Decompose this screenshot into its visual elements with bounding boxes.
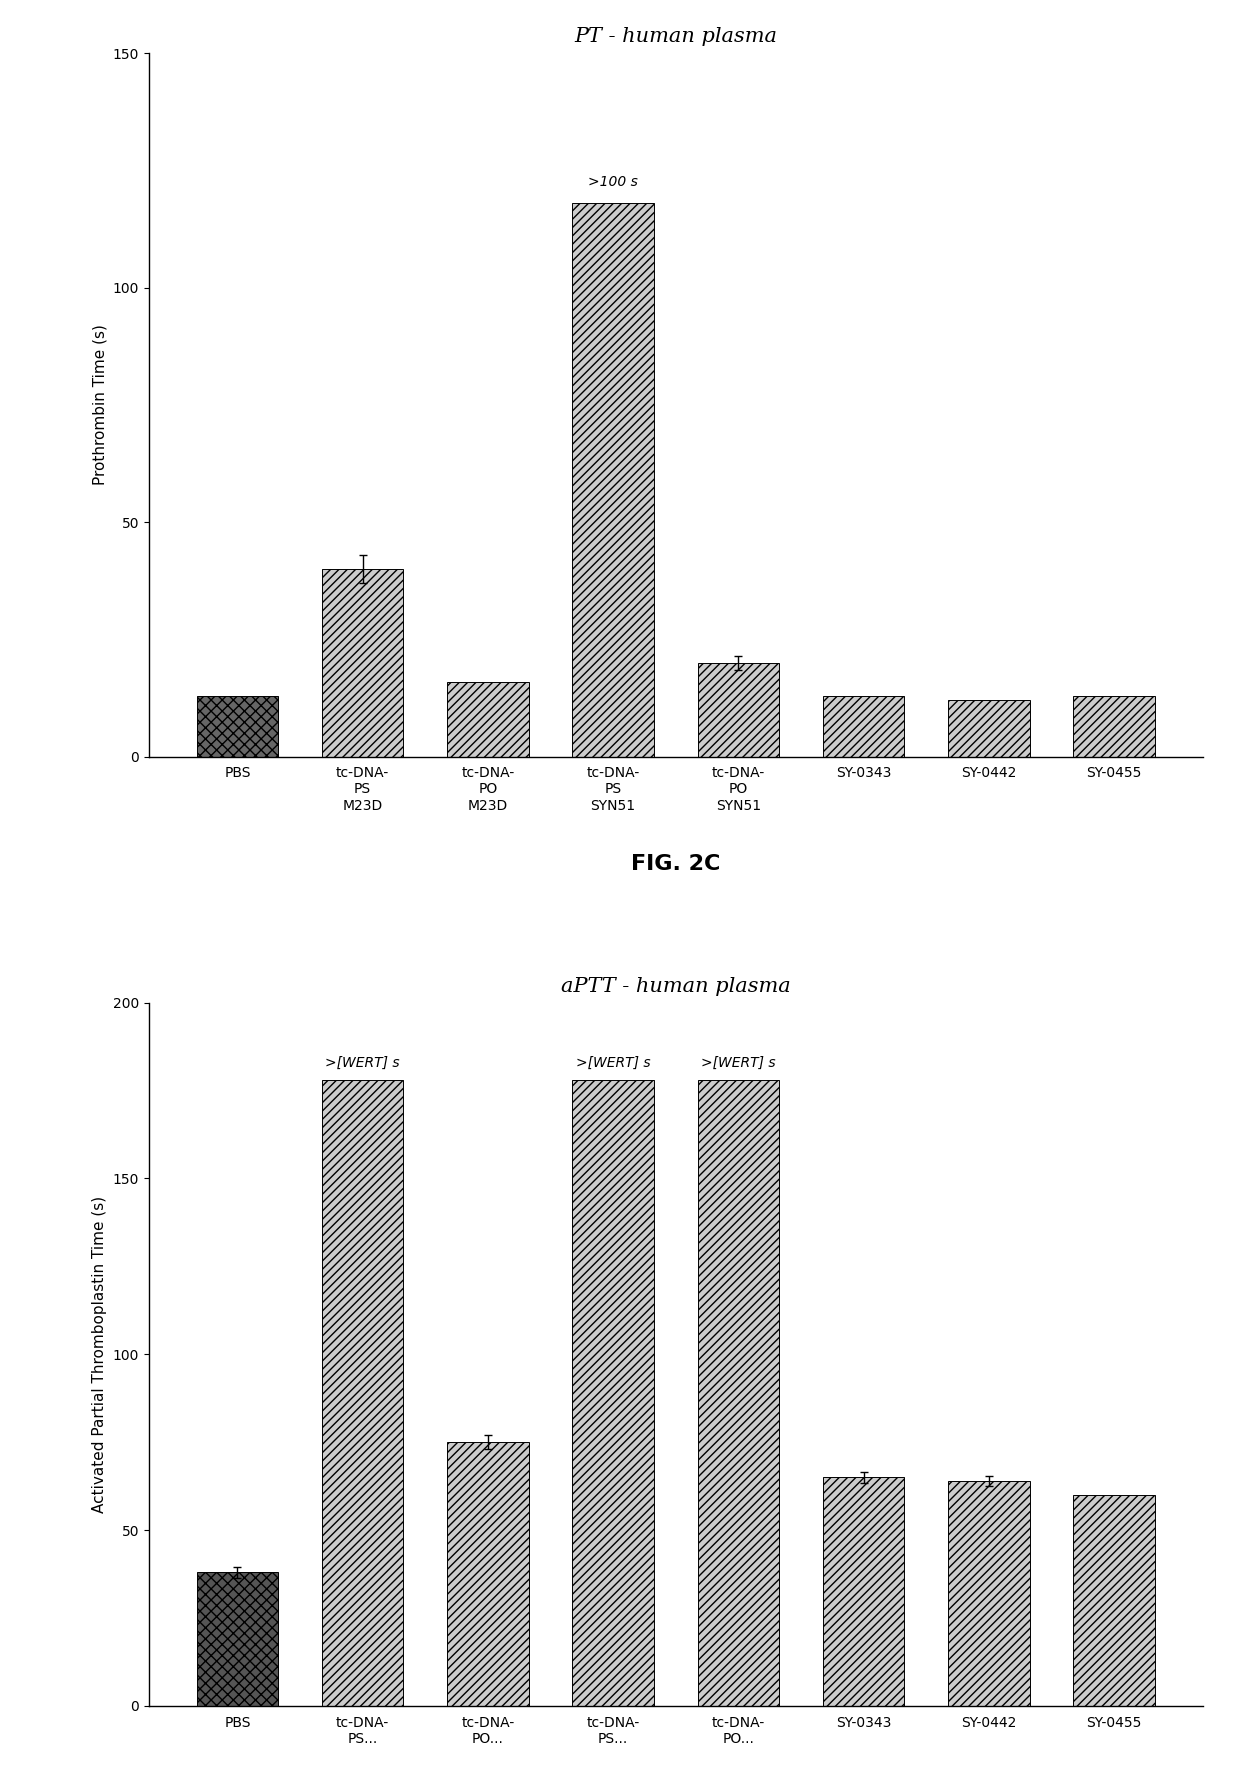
Bar (698, 663, 779, 757)
Bar (823, 1477, 904, 1706)
Bar (573, 203, 653, 757)
Bar (1074, 695, 1154, 757)
Title: aPTT - human plasma: aPTT - human plasma (560, 977, 791, 995)
Text: >[WERT] s: >[WERT] s (325, 1056, 401, 1070)
Text: FIG. 2C: FIG. 2C (631, 855, 720, 874)
Y-axis label: Prothrombin Time (s): Prothrombin Time (s) (92, 325, 107, 485)
Bar (1074, 1494, 1154, 1706)
Bar (573, 1080, 653, 1706)
Bar (197, 1573, 278, 1706)
Bar (823, 695, 904, 757)
Text: >100 s: >100 s (588, 176, 639, 190)
Text: >[WERT] s: >[WERT] s (701, 1056, 776, 1070)
Y-axis label: Activated Partial Thromboplastin Time (s): Activated Partial Thromboplastin Time (s… (92, 1196, 107, 1512)
Bar (949, 1480, 1029, 1706)
Bar (448, 682, 528, 757)
Text: >[WERT] s: >[WERT] s (575, 1056, 651, 1070)
Bar (322, 1080, 403, 1706)
Title: PT - human plasma: PT - human plasma (574, 27, 777, 46)
Bar (949, 700, 1029, 757)
Bar (197, 695, 278, 757)
Bar (698, 1080, 779, 1706)
Bar (448, 1443, 528, 1706)
Bar (322, 569, 403, 757)
